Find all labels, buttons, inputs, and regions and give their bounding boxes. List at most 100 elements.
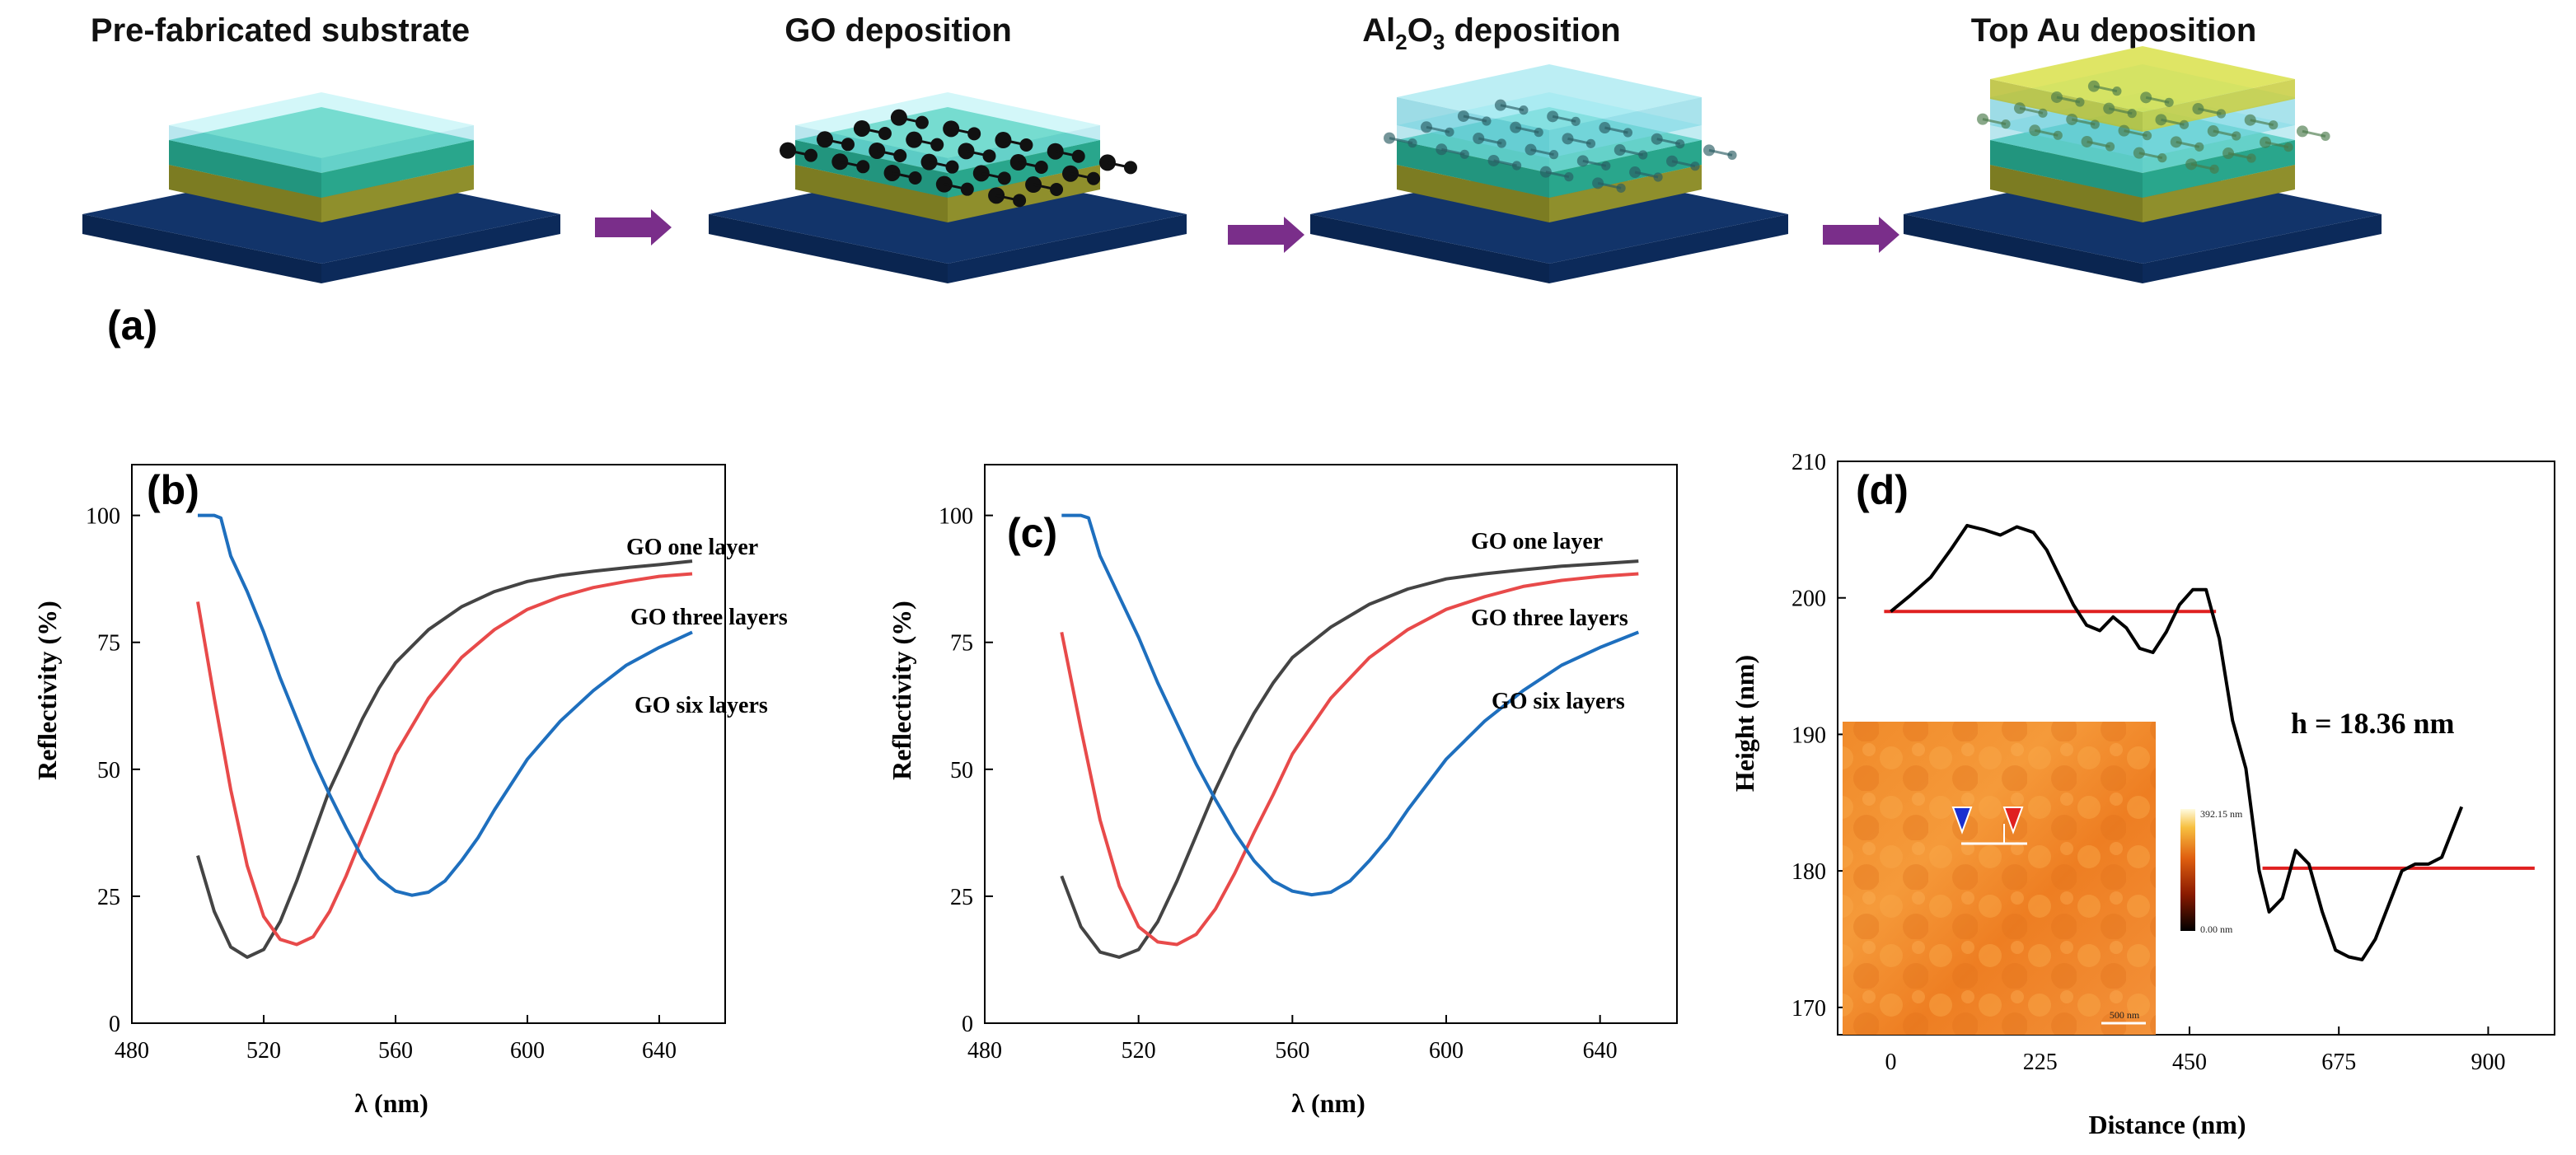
x-tick-label: 560: [1275, 1038, 1309, 1064]
go-atom: [930, 138, 944, 152]
gold-layer-right-face: [321, 165, 474, 222]
plot-frame: [1837, 461, 2555, 1036]
glass-layer-left-face: [1990, 125, 2143, 173]
au-layer-top-face: [1990, 46, 2295, 112]
panel-label-b: (b): [147, 467, 199, 513]
go-atom: [1459, 149, 1469, 159]
x-axis-label-d: Distance (nm): [2088, 1110, 2246, 1139]
go-atom: [2321, 131, 2330, 141]
y-axis-label-d: Height (nm): [1730, 655, 1759, 792]
series-line-go-three-layers: [196, 572, 693, 947]
go-atom: [2164, 97, 2174, 107]
go-atom: [1727, 150, 1737, 160]
teal-layer-right-face: [321, 140, 474, 198]
step-title-1: Pre-fabricated substrate: [91, 12, 470, 49]
go-atom: [2001, 119, 2011, 129]
y-tick-label: 75: [97, 631, 120, 657]
y-tick-label: 25: [97, 885, 120, 910]
y-tick-label: 170: [1791, 996, 1826, 1022]
marker-red-icon: [2002, 807, 2024, 835]
marker-blue-icon: [1951, 807, 1973, 835]
go-atom: [1519, 105, 1529, 115]
teal-layer-left-face: [1990, 140, 2143, 198]
go-atom: [1050, 183, 1064, 197]
go-atom: [878, 126, 892, 140]
plot-b: 480 520 560 600 640 0 25 50 75 100: [86, 464, 726, 1064]
go-atom: [2127, 109, 2137, 119]
go-atom: [2283, 143, 2293, 152]
y-tick-label: 210: [1791, 450, 1826, 475]
go-atom: [893, 148, 907, 162]
go-atom: [1034, 161, 1048, 175]
go-molecules: [1977, 80, 2330, 174]
panel-a: Pre-fabricated substrate GO deposition A…: [82, 12, 2382, 348]
panel-label-c: (c): [1007, 510, 1057, 556]
teal-layer-left-face: [795, 140, 948, 198]
go-atom: [1019, 138, 1033, 152]
go-atom: [945, 160, 959, 174]
go-atom: [1638, 150, 1648, 160]
go-atom: [915, 115, 929, 129]
x-tick-label: 225: [2023, 1050, 2058, 1075]
go-atom: [1013, 194, 1027, 208]
arrow-3: [1823, 217, 1899, 253]
panel-label-a: (a): [107, 302, 157, 348]
go-atom: [2157, 153, 2167, 163]
y-tick-label: 100: [939, 504, 973, 530]
go-atom: [1564, 172, 1574, 182]
arrow-2: [1228, 217, 1304, 253]
x-tick-label: 675: [2321, 1050, 2356, 1075]
device-stacks: [82, 46, 2382, 283]
go-atom: [2269, 120, 2279, 130]
legend-b-six-layers: GO six layers: [635, 693, 768, 718]
legend-c-six-layers: GO six layers: [1492, 689, 1625, 714]
base-right-face: [948, 214, 1187, 283]
series-line-go-one-layer: [196, 559, 693, 959]
go-atom: [1623, 128, 1633, 138]
colorbar: [2180, 809, 2195, 931]
x-tick-label: 640: [642, 1038, 677, 1064]
go-atom: [2142, 131, 2152, 141]
go-atom: [2038, 108, 2048, 118]
go-atom: [2090, 119, 2100, 129]
teal-layer-right-face: [1549, 140, 1702, 198]
plot-d: 0 225 450 675 900 170 180 190 200 210: [1791, 450, 2555, 1075]
process-arrows: [595, 209, 1899, 253]
x-tick-label: 450: [2172, 1050, 2207, 1075]
go-atom: [2053, 130, 2063, 140]
go-molecules: [1384, 99, 1737, 193]
x-tick-label: 560: [378, 1038, 413, 1064]
gold-layer-right-face: [948, 165, 1100, 222]
go-atom: [1675, 139, 1685, 149]
x-tick-label: 480: [967, 1038, 1002, 1064]
y-tick-label: 180: [1791, 859, 1826, 885]
glass-layer-right-face: [321, 125, 474, 173]
x-axis-label-c: λ (nm): [1291, 1088, 1365, 1118]
go-atom: [804, 148, 818, 162]
y-tick-label: 25: [950, 885, 973, 910]
au-layer-left-face: [1990, 79, 2143, 132]
go-atom: [1585, 138, 1596, 148]
device-stack-4: [1904, 46, 2382, 283]
go-atom: [2246, 153, 2256, 163]
base-left-face: [1904, 214, 2143, 283]
gold-layer-left-face: [169, 165, 321, 222]
y-tick-label: 0: [962, 1012, 973, 1037]
height-annotation: h = 18.36 nm: [2291, 707, 2455, 740]
base-left-face: [82, 214, 321, 283]
device-stack-3: [1310, 64, 1788, 283]
y-tick-label: 0: [109, 1012, 120, 1037]
gold-layer-right-face: [2143, 165, 2295, 222]
x-tick-label: 640: [1583, 1038, 1618, 1064]
scale-bar-label: 500 nm: [2110, 1009, 2140, 1021]
go-atom: [2075, 97, 2085, 107]
panel-b: 480 520 560 600 640 0 25 50 75 100 (b) λ (nm) Ref…: [32, 464, 788, 1118]
legend-c-one-layer: GO one layer: [1471, 529, 1603, 554]
y-tick-label: 190: [1791, 722, 1826, 748]
go-atom: [997, 171, 1011, 185]
plot-c: 480 520 560 600 640 0 25 50 75 100: [939, 464, 1678, 1064]
al2o3-layer-left-face: [1990, 97, 2143, 158]
go-atom: [1496, 138, 1506, 148]
base-right-face: [321, 214, 560, 283]
plot-frame: [984, 464, 1678, 1024]
